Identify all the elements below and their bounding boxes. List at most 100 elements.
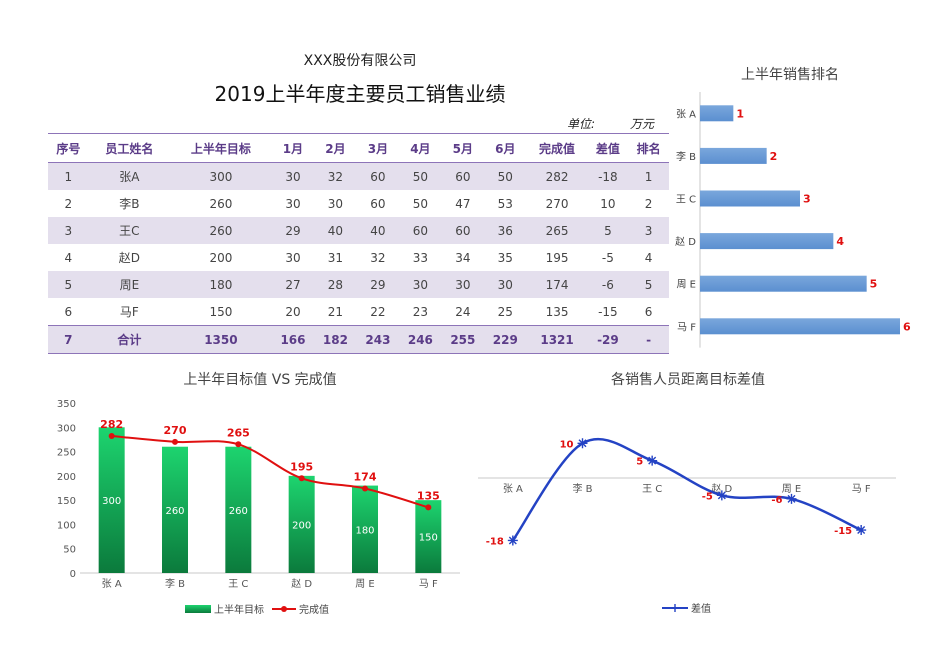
table-cell: 25 <box>497 304 513 319</box>
legend-label-target: 上半年目标 <box>214 603 264 616</box>
column-header: 5月 <box>441 133 485 163</box>
report-title: 2019上半年度主要员工销售业绩 <box>214 82 506 106</box>
difference-data-label: 10 <box>560 439 574 450</box>
y-tick-label: 100 <box>57 520 76 531</box>
column-header: 差值 <box>587 133 629 163</box>
table-cell: 282 <box>526 162 588 190</box>
table-cell: 30 <box>484 271 527 298</box>
table-cell: 4 <box>644 250 653 265</box>
x-tick-label: 王 C <box>228 579 248 590</box>
table-cell: 马F <box>119 305 139 319</box>
table-cell: 60 <box>441 217 485 244</box>
total-cell: 182 <box>314 325 357 354</box>
x-tick-label: 李 B <box>572 482 592 495</box>
table-cell: 260 <box>170 217 272 244</box>
difference-marker <box>716 490 727 501</box>
total-cell: 7 <box>48 325 89 354</box>
table-cell: -15 <box>598 304 618 319</box>
actual-data-label: 135 <box>417 489 440 502</box>
unit-label: 单位: <box>567 117 596 131</box>
legend-marker-diff <box>671 604 679 612</box>
table-cell: 10 <box>600 196 616 211</box>
ranking-data-label: 3 <box>803 193 811 206</box>
table-cell: 4 <box>64 250 73 265</box>
table-row: 2 李B 260 30 30 60 50 47 53 270 10 2 <box>48 190 669 217</box>
target-bar <box>225 446 252 573</box>
table-row: 3 王C 260 29 40 40 60 60 36 265 5 3 <box>48 217 669 244</box>
table-cell: 33 <box>412 250 429 265</box>
difference-marker <box>577 438 588 449</box>
ranking-category-label: 张 A <box>676 108 696 120</box>
table-cell: 32 <box>314 162 357 190</box>
y-tick-label: 350 <box>57 399 76 410</box>
actual-point <box>172 438 178 445</box>
target-bar <box>162 446 188 573</box>
x-tick-label: 周 E <box>782 483 802 495</box>
table-cell: 张A <box>88 162 171 190</box>
table-cell: 1 <box>48 162 89 190</box>
table-cell: 30 <box>285 250 301 265</box>
legend-marker-actual <box>281 606 287 612</box>
table-cell: 30 <box>327 196 344 211</box>
column-header: 2月 <box>314 133 357 163</box>
table-cell: 260 <box>209 196 233 211</box>
difference-marker <box>856 525 867 536</box>
table-cell: 24 <box>455 304 471 319</box>
table-cell: 3 <box>628 217 669 244</box>
table-cell: 5 <box>628 271 669 298</box>
target-bar <box>352 485 378 573</box>
table-row: 1 张A 300 30 32 60 50 60 50 282 -18 1 <box>48 162 669 190</box>
table-row: 5 周E 180 27 28 29 30 30 30 174 -6 5 <box>48 271 669 298</box>
table-cell: 195 <box>545 250 569 265</box>
table-cell: 150 <box>209 304 233 319</box>
table-cell: -6 <box>587 271 629 298</box>
table-cell: 60 <box>370 196 386 211</box>
total-cell: 1321 <box>526 325 588 354</box>
ranking-bar <box>700 275 867 292</box>
table-cell: 6 <box>64 304 73 319</box>
actual-data-label: 282 <box>100 418 123 431</box>
column-header: 4月 <box>399 133 442 163</box>
table-cell: 29 <box>356 271 400 298</box>
sales-table: 序号 员工姓名 上半年目标 1月 2月 3月 4月 5月 6月 完成值 差值 排名 1 张A 300 30 3… <box>48 133 669 354</box>
ranking-data-label: 2 <box>770 150 778 163</box>
target-bar <box>288 475 315 573</box>
table-cell: 30 <box>399 271 442 298</box>
ranking-category-label: 赵 D <box>675 235 696 248</box>
total-cell: 合计 <box>88 325 171 354</box>
table-cell: 周E <box>88 271 171 298</box>
y-tick-label: 250 <box>57 448 76 459</box>
x-tick-label: 马 F <box>419 578 438 590</box>
y-tick-label: 50 <box>63 545 76 556</box>
difference-marker <box>647 455 658 466</box>
table-cell: 36 <box>484 217 527 244</box>
actual-data-label: 174 <box>354 470 377 483</box>
total-cell: 246 <box>399 325 442 354</box>
legend-swatch-target <box>185 605 211 613</box>
difference-data-label: 5 <box>636 457 643 468</box>
table-cell: 50 <box>484 162 527 190</box>
table-cell: 王C <box>88 217 171 244</box>
actual-data-label: 270 <box>164 424 187 437</box>
target-vs-actual-chart: 0 50 100 150 200 250 300 350 300 张 A 260 李 B 260 王 C 2… <box>57 399 460 616</box>
ranking-data-label: 4 <box>836 235 844 248</box>
table-cell: 5 <box>48 271 89 298</box>
table-cell: 30 <box>271 162 315 190</box>
difference-chart: 张 A 李 B 王 C 赵 D 周 E 马 F -18 10 5 -5 -6 -15 差值 <box>478 437 896 615</box>
table-cell: 5 <box>587 217 629 244</box>
actual-data-label: 195 <box>290 460 313 473</box>
table-cell: 32 <box>370 250 386 265</box>
table-cell: 2 <box>64 196 73 211</box>
target-bar <box>415 500 442 573</box>
difference-marker <box>507 535 518 546</box>
total-cell: -29 <box>587 325 629 354</box>
target-bar <box>98 427 125 573</box>
total-cell: 243 <box>356 325 400 354</box>
column-header: 3月 <box>356 133 400 163</box>
table-cell: 20 <box>285 304 301 319</box>
table-cell: 60 <box>399 217 442 244</box>
table-cell: 6 <box>644 304 653 319</box>
actual-data-label: 265 <box>227 426 250 439</box>
column-header: 6月 <box>484 133 527 163</box>
x-tick-label: 赵 D <box>291 577 312 590</box>
